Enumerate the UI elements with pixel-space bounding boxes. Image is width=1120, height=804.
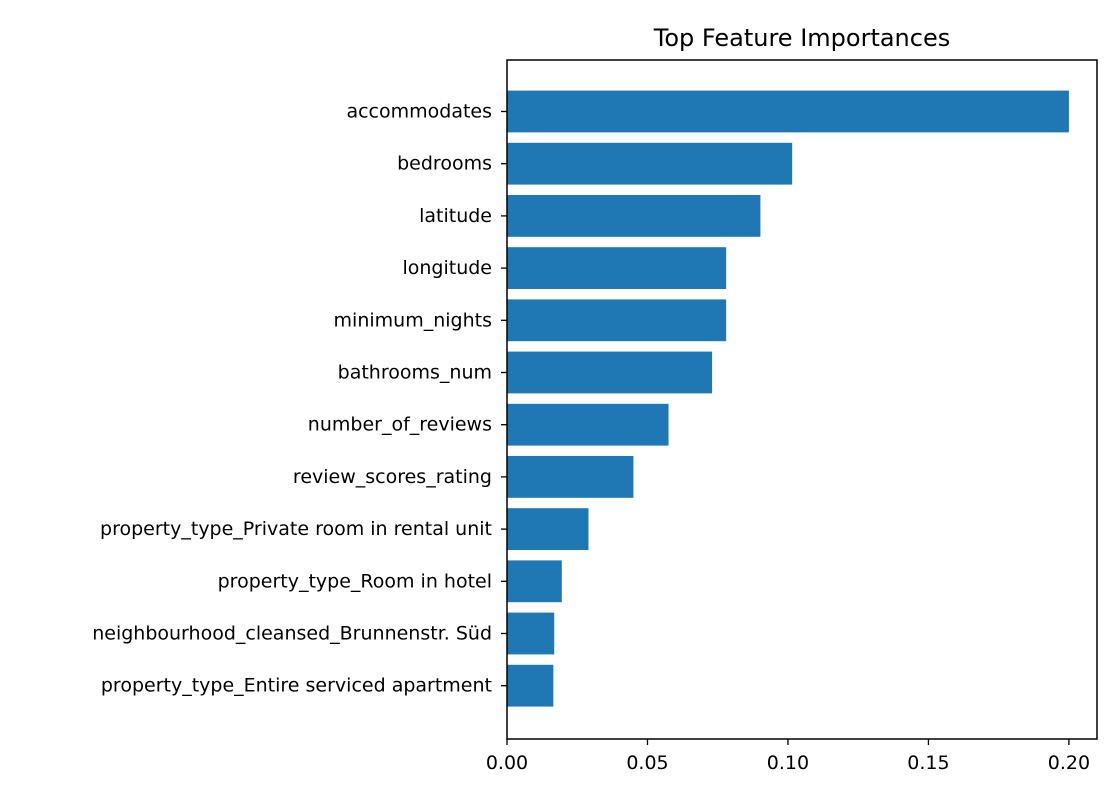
category-label: accommodates	[346, 101, 492, 123]
category-label: property_type_Private room in rental uni…	[100, 518, 492, 540]
category-label: number_of_reviews	[308, 414, 492, 436]
bar	[507, 560, 562, 603]
category-label: property_type_Room in hotel	[218, 570, 492, 592]
category-label: review_scores_rating	[293, 466, 492, 488]
x-tick-label: 0.15	[907, 752, 949, 774]
chart-title: Top Feature Importances	[653, 24, 950, 52]
category-label: latitude	[419, 205, 492, 227]
x-tick-label: 0.20	[1048, 752, 1090, 774]
category-label: bathrooms_num	[338, 362, 492, 384]
x-tick-label: 0.00	[486, 752, 528, 774]
bar	[507, 351, 713, 394]
bars-layer	[507, 90, 1069, 707]
plot-frame	[506, 59, 1098, 740]
bar	[507, 403, 669, 446]
category-label: bedrooms	[397, 153, 492, 175]
bar	[507, 142, 793, 185]
category-labels: accommodates bedrooms latitude longitude min…	[92, 101, 507, 697]
category-label: minimum_nights	[334, 309, 492, 331]
x-tick-label: 0.10	[767, 752, 809, 774]
bar	[507, 612, 555, 655]
bar	[507, 664, 554, 707]
bar	[507, 299, 727, 342]
category-label: property_type_Entire serviced apartment	[101, 675, 492, 697]
x-tick-label: 0.05	[626, 752, 668, 774]
bar	[507, 90, 1069, 133]
bar	[507, 456, 634, 498]
bar	[507, 195, 761, 237]
bar	[507, 508, 589, 550]
x-axis-ticks: 0.00 0.05 0.10 0.15 0.20	[486, 739, 1090, 774]
category-label: neighbourhood_cleansed_Brunnenstr. Süd	[92, 623, 492, 645]
bar	[507, 247, 727, 289]
category-label: longitude	[402, 257, 492, 279]
